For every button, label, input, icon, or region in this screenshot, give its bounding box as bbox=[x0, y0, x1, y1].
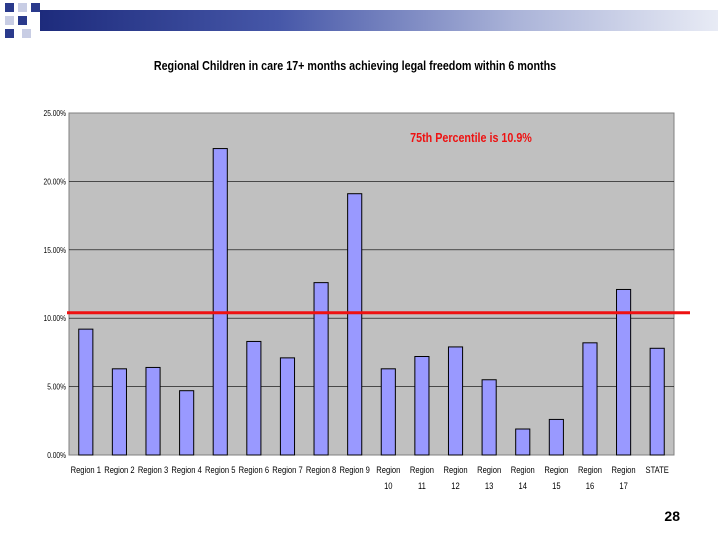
y-axis-tick-labels: 0.00% 5.00% 10.00% 15.00% 20.00% 25.00% bbox=[44, 108, 67, 460]
bar bbox=[111, 368, 127, 456]
x-tick-label: Region 8 bbox=[306, 464, 337, 475]
x-tick-label: 17 bbox=[619, 480, 628, 491]
y-tick-label: 25.00% bbox=[44, 108, 67, 118]
y-tick-label: 10.00% bbox=[44, 313, 67, 323]
x-tick-label: 15 bbox=[552, 480, 561, 491]
header-bar bbox=[40, 10, 718, 31]
bar bbox=[447, 346, 464, 456]
bar bbox=[481, 379, 497, 456]
x-tick-label: 11 bbox=[418, 480, 426, 491]
x-tick-label: 16 bbox=[586, 480, 595, 491]
bar bbox=[515, 428, 531, 456]
corner-square bbox=[18, 3, 27, 12]
x-tick-label: Region bbox=[443, 464, 467, 475]
bar bbox=[380, 368, 396, 456]
x-tick-label: Region 4 bbox=[171, 464, 202, 475]
x-axis-tick-labels: Region 1 Region 2 Region 3 Region 4 Region 5… bbox=[71, 464, 669, 491]
bar bbox=[582, 342, 598, 456]
x-tick-label: Region bbox=[544, 464, 568, 475]
corner-square bbox=[5, 16, 14, 25]
x-tick-label: Region bbox=[612, 464, 636, 475]
x-tick-label: Region bbox=[511, 464, 535, 475]
x-tick-label: STATE bbox=[646, 464, 670, 475]
bar bbox=[246, 340, 262, 456]
bar bbox=[548, 418, 564, 456]
y-tick-label: 5.00% bbox=[47, 382, 66, 392]
x-tick-label: Region 1 bbox=[71, 464, 102, 475]
gridlines bbox=[69, 181, 674, 387]
corner-square bbox=[5, 29, 14, 38]
x-tick-label: Region 3 bbox=[138, 464, 169, 475]
x-tick-label: Region 7 bbox=[272, 464, 303, 475]
bar bbox=[78, 328, 94, 456]
corner-square bbox=[31, 3, 40, 12]
chart-title: Regional Children in care 17+ months ach… bbox=[154, 59, 556, 73]
x-tick-label: Region 6 bbox=[239, 464, 270, 475]
corner-square bbox=[5, 3, 14, 12]
x-tick-label: Region bbox=[477, 464, 501, 475]
x-tick-label: 10 bbox=[384, 480, 393, 491]
bars bbox=[78, 148, 665, 456]
x-tick-label: Region 2 bbox=[104, 464, 135, 475]
x-tick-label: Region bbox=[376, 464, 400, 475]
bar bbox=[414, 356, 430, 456]
y-tick-label: 0.00% bbox=[47, 450, 66, 460]
x-tick-label: Region 5 bbox=[205, 464, 236, 475]
bar bbox=[313, 282, 329, 456]
y-tick-label: 20.00% bbox=[44, 177, 67, 187]
x-tick-label: 14 bbox=[519, 480, 528, 491]
bar bbox=[179, 390, 195, 456]
x-tick-label: Region 9 bbox=[339, 464, 370, 475]
x-tick-label: 13 bbox=[485, 480, 494, 491]
bar bbox=[212, 148, 228, 456]
bar bbox=[145, 366, 161, 456]
x-tick-label: Region bbox=[578, 464, 602, 475]
bar bbox=[279, 357, 296, 456]
page-number: 28 bbox=[664, 508, 680, 524]
corner-square bbox=[18, 16, 27, 25]
y-tick-label: 15.00% bbox=[44, 245, 67, 255]
x-tick-label: 12 bbox=[451, 480, 460, 491]
percentile-annotation: 75th Percentile is 10.9% bbox=[410, 131, 532, 145]
bar bbox=[649, 347, 665, 456]
bar bbox=[616, 288, 632, 456]
x-tick-label: Region bbox=[410, 464, 434, 475]
corner-square bbox=[22, 29, 31, 38]
bar bbox=[347, 193, 363, 456]
plot-area bbox=[68, 112, 675, 456]
